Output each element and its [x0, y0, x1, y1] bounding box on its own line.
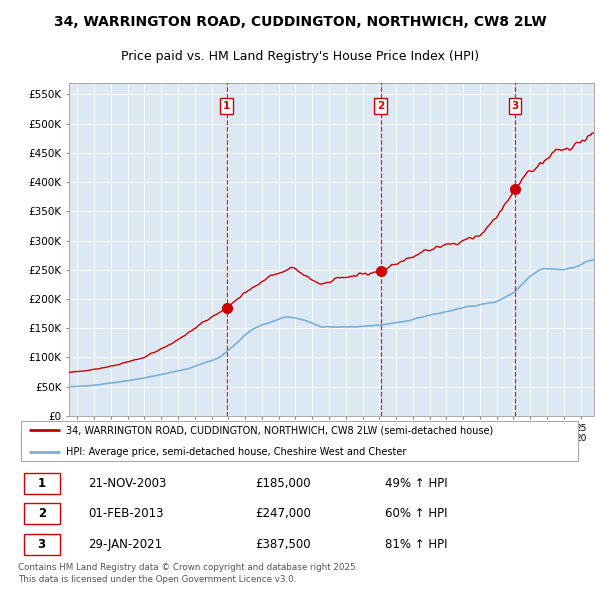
Text: £247,000: £247,000 — [255, 507, 311, 520]
Text: 01-FEB-2013: 01-FEB-2013 — [89, 507, 164, 520]
Text: £185,000: £185,000 — [255, 477, 311, 490]
FancyBboxPatch shape — [21, 421, 578, 461]
Text: 81% ↑ HPI: 81% ↑ HPI — [385, 538, 447, 551]
FancyBboxPatch shape — [23, 534, 60, 555]
Text: 3: 3 — [511, 101, 518, 111]
Text: £387,500: £387,500 — [255, 538, 311, 551]
Text: 1: 1 — [223, 101, 230, 111]
FancyBboxPatch shape — [23, 473, 60, 494]
Text: 34, WARRINGTON ROAD, CUDDINGTON, NORTHWICH, CW8 2LW (semi-detached house): 34, WARRINGTON ROAD, CUDDINGTON, NORTHWI… — [66, 425, 493, 435]
Text: 2: 2 — [377, 101, 384, 111]
Text: 21-NOV-2003: 21-NOV-2003 — [89, 477, 167, 490]
Text: 1: 1 — [38, 477, 46, 490]
Text: 2: 2 — [38, 507, 46, 520]
Text: 60% ↑ HPI: 60% ↑ HPI — [385, 507, 447, 520]
FancyBboxPatch shape — [23, 503, 60, 525]
Text: HPI: Average price, semi-detached house, Cheshire West and Chester: HPI: Average price, semi-detached house,… — [66, 447, 406, 457]
Text: 49% ↑ HPI: 49% ↑ HPI — [385, 477, 447, 490]
Text: Price paid vs. HM Land Registry's House Price Index (HPI): Price paid vs. HM Land Registry's House … — [121, 50, 479, 63]
Text: 29-JAN-2021: 29-JAN-2021 — [89, 538, 163, 551]
Text: 34, WARRINGTON ROAD, CUDDINGTON, NORTHWICH, CW8 2LW: 34, WARRINGTON ROAD, CUDDINGTON, NORTHWI… — [53, 15, 547, 29]
Text: Contains HM Land Registry data © Crown copyright and database right 2025.
This d: Contains HM Land Registry data © Crown c… — [18, 563, 358, 584]
Text: 3: 3 — [38, 538, 46, 551]
